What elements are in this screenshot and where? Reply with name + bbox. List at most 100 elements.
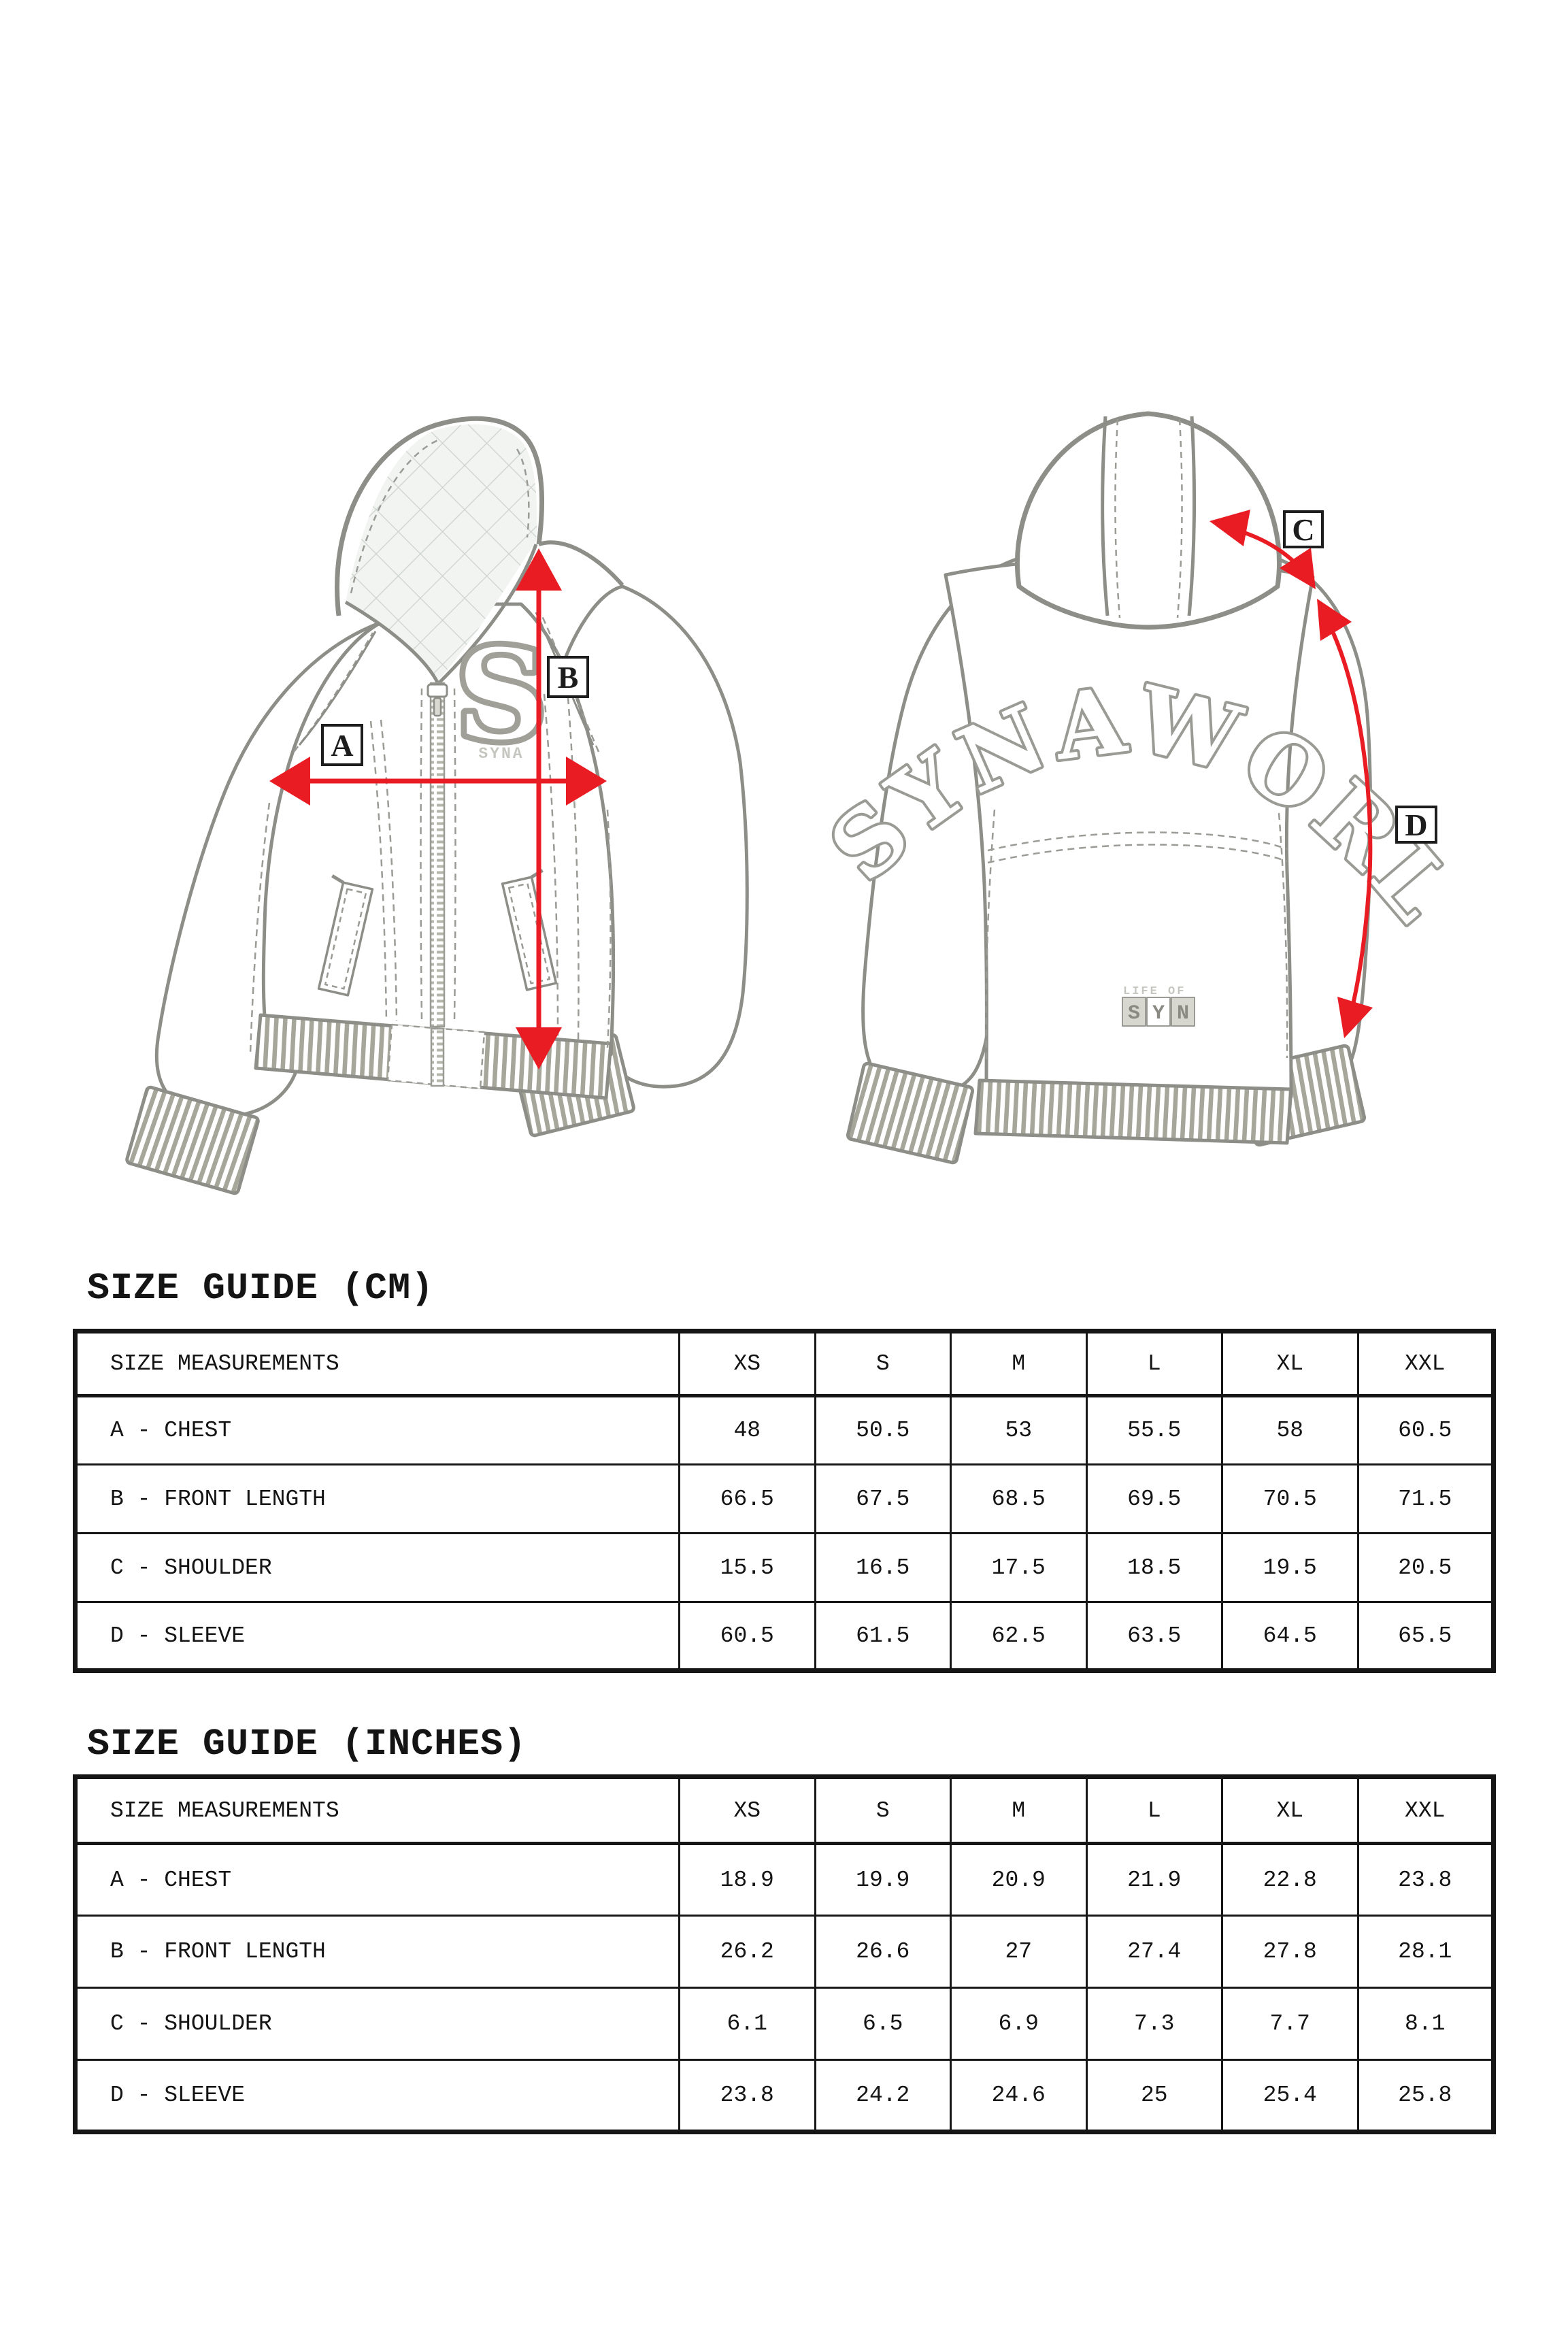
zipper-pull	[427, 683, 448, 698]
measurement-value-cell: 55.5	[1085, 1395, 1223, 1465]
table-row: B - FRONT LENGTH 66.5 67.5 68.5 69.5 70.5 71.5	[74, 1463, 1495, 1534]
measurement-value-cell: 19.9	[814, 1842, 952, 1917]
measure-arrow-d	[1317, 599, 1373, 1038]
measurement-value-cell: 66.5	[678, 1463, 816, 1534]
jacket-technical-drawing: S S SYNA	[0, 0, 1472, 1195]
column-header-size: L	[1085, 1776, 1223, 1845]
svg-text:A: A	[331, 728, 353, 763]
front-zipper	[427, 682, 448, 1087]
measurement-value-cell: 7.7	[1221, 1987, 1359, 2061]
measurement-value-cell: 24.2	[814, 2059, 952, 2133]
measurement-value-cell: 60.5	[1356, 1395, 1495, 1465]
column-header-measurements: SIZE MEASUREMENTS	[74, 1330, 680, 1397]
svg-text:C: C	[1292, 512, 1314, 547]
svg-text:Y: Y	[1152, 1002, 1165, 1025]
measurement-value-cell: 71.5	[1356, 1463, 1495, 1534]
front-chest-s-patch: S S SYNA	[451, 616, 552, 774]
measurement-value-cell: 18.9	[678, 1842, 816, 1917]
measurement-value-cell: 15.5	[678, 1532, 816, 1603]
measurement-value-cell: 27.8	[1221, 1915, 1359, 1989]
measurement-value-cell: 26.6	[814, 1915, 952, 1989]
measure-label-a: A	[321, 724, 363, 766]
svg-text:N: N	[1177, 1002, 1189, 1025]
column-header-size: XL	[1221, 1330, 1359, 1397]
table-row: A - CHEST 48 50.5 53 55.5 58 60.5	[74, 1395, 1495, 1465]
front-hood	[335, 416, 545, 685]
measure-arrow-c	[1210, 510, 1316, 589]
measurement-value-cell: 6.1	[678, 1987, 816, 2061]
table-row: C - SHOULDER 6.1 6.5 6.9 7.3 7.7 8.1	[74, 1987, 1495, 2061]
measurement-value-cell: 61.5	[814, 1601, 952, 1672]
measurement-value-cell: 19.5	[1221, 1532, 1359, 1603]
measurement-value-cell: 7.3	[1085, 1987, 1223, 2061]
measurement-value-cell: 25.8	[1356, 2059, 1495, 2133]
back-left-cuff	[846, 1061, 975, 1165]
column-header-size: M	[950, 1330, 1088, 1397]
measurement-label-cell: B - FRONT LENGTH	[74, 1463, 680, 1534]
measurement-label-cell: D - SLEEVE	[74, 1601, 680, 1672]
measurement-value-cell: 20.9	[950, 1842, 1088, 1917]
patch-life-of-text: LIFE OF	[1123, 985, 1186, 998]
svg-text:B: B	[558, 660, 579, 695]
measurement-label-cell: B - FRONT LENGTH	[74, 1915, 680, 1989]
measurement-value-cell: 6.9	[950, 1987, 1088, 2061]
size-guide-inches-title: SIZE GUIDE (INCHES)	[87, 1723, 527, 1766]
column-header-size: XXL	[1356, 1330, 1495, 1397]
measurement-value-cell: 68.5	[950, 1463, 1088, 1534]
column-header-size: XL	[1221, 1776, 1359, 1845]
front-left-cuff	[125, 1085, 260, 1195]
size-guide-cm-title: SIZE GUIDE (CM)	[87, 1267, 435, 1310]
back-seam-stitching	[985, 809, 1288, 1062]
front-hood-quilt-lining	[346, 424, 537, 680]
measure-label-d: D	[1395, 806, 1437, 844]
header-row: SIZE MEASUREMENTS XS S M L XL XXL	[74, 1330, 1495, 1397]
measurement-value-cell: 24.6	[950, 2059, 1088, 2133]
measurement-value-cell: 60.5	[678, 1601, 816, 1672]
measure-arrow-a	[269, 757, 607, 806]
measurement-value-cell: 6.5	[814, 1987, 952, 2061]
table-row: A - CHEST 18.9 19.9 20.9 21.9 22.8 23.8	[74, 1842, 1495, 1917]
measurement-value-cell: 25	[1085, 2059, 1223, 2133]
measure-arrow-b	[516, 548, 562, 1070]
table-row: D - SLEEVE 60.5 61.5 62.5 63.5 64.5 65.5	[74, 1601, 1495, 1672]
measurement-value-cell: 62.5	[950, 1601, 1088, 1672]
measurement-value-cell: 21.9	[1085, 1842, 1223, 1917]
measurement-value-cell: 67.5	[814, 1463, 952, 1534]
measurement-value-cell: 48	[678, 1395, 816, 1465]
measurement-value-cell: 58	[1221, 1395, 1359, 1465]
measurement-value-cell: 70.5	[1221, 1463, 1359, 1534]
column-header-size: M	[950, 1776, 1088, 1845]
measurement-label-cell: D - SLEEVE	[74, 2059, 680, 2133]
measurement-value-cell: 25.4	[1221, 2059, 1359, 2133]
measurement-value-cell: 69.5	[1085, 1463, 1223, 1534]
measurement-value-cell: 50.5	[814, 1395, 952, 1465]
measurement-arrows	[269, 510, 1373, 1070]
column-header-size: XS	[678, 1330, 816, 1397]
measurement-value-cell: 16.5	[814, 1532, 952, 1603]
measurement-value-cell: 23.8	[678, 2059, 816, 2133]
measurement-value-cell: 20.5	[1356, 1532, 1495, 1603]
column-header-size: XS	[678, 1776, 816, 1845]
measure-label-c: C	[1283, 510, 1324, 548]
front-seam-stitching	[249, 608, 612, 1054]
measurement-value-cell: 8.1	[1356, 1987, 1495, 2061]
measure-label-b: B	[547, 656, 589, 698]
measurement-label-cell: C - SHOULDER	[74, 1987, 680, 2061]
measurement-value-cell: 26.2	[678, 1915, 816, 1989]
measurement-label-cell: C - SHOULDER	[74, 1532, 680, 1603]
measurement-value-cell: 23.8	[1356, 1842, 1495, 1917]
measurement-value-cell: 65.5	[1356, 1601, 1495, 1672]
measurement-value-cell: 64.5	[1221, 1601, 1359, 1672]
table-row: C - SHOULDER 15.5 16.5 17.5 18.5 19.5 20.5	[74, 1532, 1495, 1603]
measurement-value-cell: 17.5	[950, 1532, 1088, 1603]
measurement-value-cell: 53	[950, 1395, 1088, 1465]
column-header-measurements: SIZE MEASUREMENTS	[74, 1776, 680, 1845]
back-hem-rib	[973, 1078, 1293, 1145]
svg-text:S: S	[1128, 1002, 1140, 1025]
measurement-value-cell: 63.5	[1085, 1601, 1223, 1672]
measurement-value-cell: 22.8	[1221, 1842, 1359, 1917]
measurement-value-cell: 27	[950, 1915, 1088, 1989]
measurement-label-cell: A - CHEST	[74, 1395, 680, 1465]
measure-labels: A B C D	[321, 510, 1437, 844]
